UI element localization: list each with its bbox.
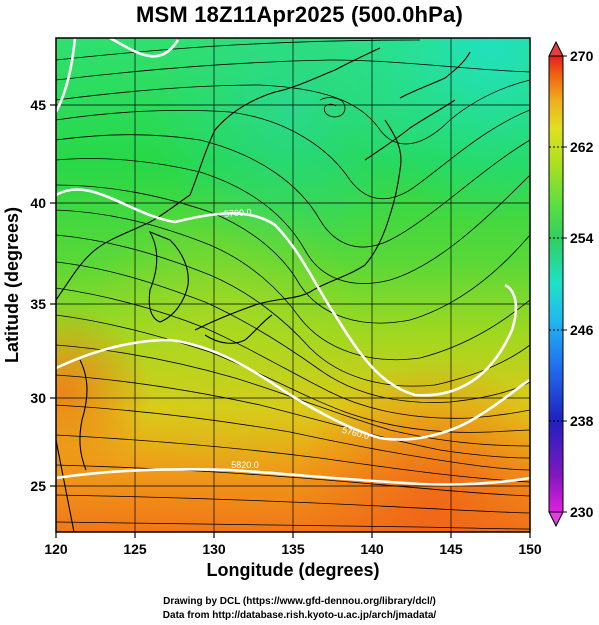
x-tick-label: 125 (123, 541, 147, 557)
x-tick-label: 130 (202, 541, 226, 557)
colorbar: 270 262 254 246 238 230 (548, 40, 594, 528)
x-tick-label: 120 (44, 541, 68, 557)
colorbar-max-arrow (548, 40, 564, 57)
x-tick-label: 145 (439, 541, 463, 557)
credit-data-source: Data from http://database.rish.kyoto-u.a… (162, 610, 437, 621)
x-axis-title: Longitude (degrees) (206, 560, 379, 580)
colorbar-min-arrow (548, 511, 564, 528)
colorbar-tick-label: 246 (570, 322, 594, 338)
map-title: MSM 18Z11Apr2025 (500.0hPa) (136, 2, 463, 27)
y-tick-label: 30 (30, 390, 46, 406)
height-contours (56, 38, 530, 486)
y-tick-label: 45 (30, 97, 46, 113)
y-tick-label: 35 (30, 296, 46, 312)
contour-5820 (56, 338, 530, 441)
colorbar-tick-label: 262 (570, 139, 594, 155)
wind-streamlines (56, 39, 530, 530)
colorbar-gradient (548, 55, 564, 513)
colorbar-tick-label: 238 (570, 413, 594, 429)
contour-5700-north (109, 38, 180, 58)
credit-drawing: Drawing by DCL (https://www.gfd-dennou.o… (163, 596, 436, 607)
x-tick-label: 140 (360, 541, 384, 557)
contour-5880 (56, 467, 530, 486)
x-tick-labels: 120 125 130 135 140 145 150 (44, 541, 542, 557)
temperature-field: 5700.0 5760.0 5820.0 (56, 38, 530, 532)
contour-label-5700: 5700.0 (224, 207, 252, 219)
y-tick-label: 40 (30, 195, 46, 211)
y-tick-labels: 25 30 35 40 45 (30, 97, 46, 494)
y-axis-title: Latitude (degrees) (2, 207, 22, 363)
colorbar-tick-label: 254 (570, 230, 594, 246)
tick-marks (50, 104, 531, 538)
colorbar-tick-label: 270 (570, 48, 594, 64)
lat-lon-grid (56, 38, 530, 532)
contour-label-5820: 5820.0 (231, 460, 259, 470)
x-tick-label: 150 (518, 541, 542, 557)
contour-5760 (56, 188, 518, 397)
y-tick-label: 25 (30, 478, 46, 494)
colorbar-tick-label: 230 (570, 504, 594, 520)
contour-5700 (56, 38, 77, 113)
x-tick-label: 135 (281, 541, 305, 557)
